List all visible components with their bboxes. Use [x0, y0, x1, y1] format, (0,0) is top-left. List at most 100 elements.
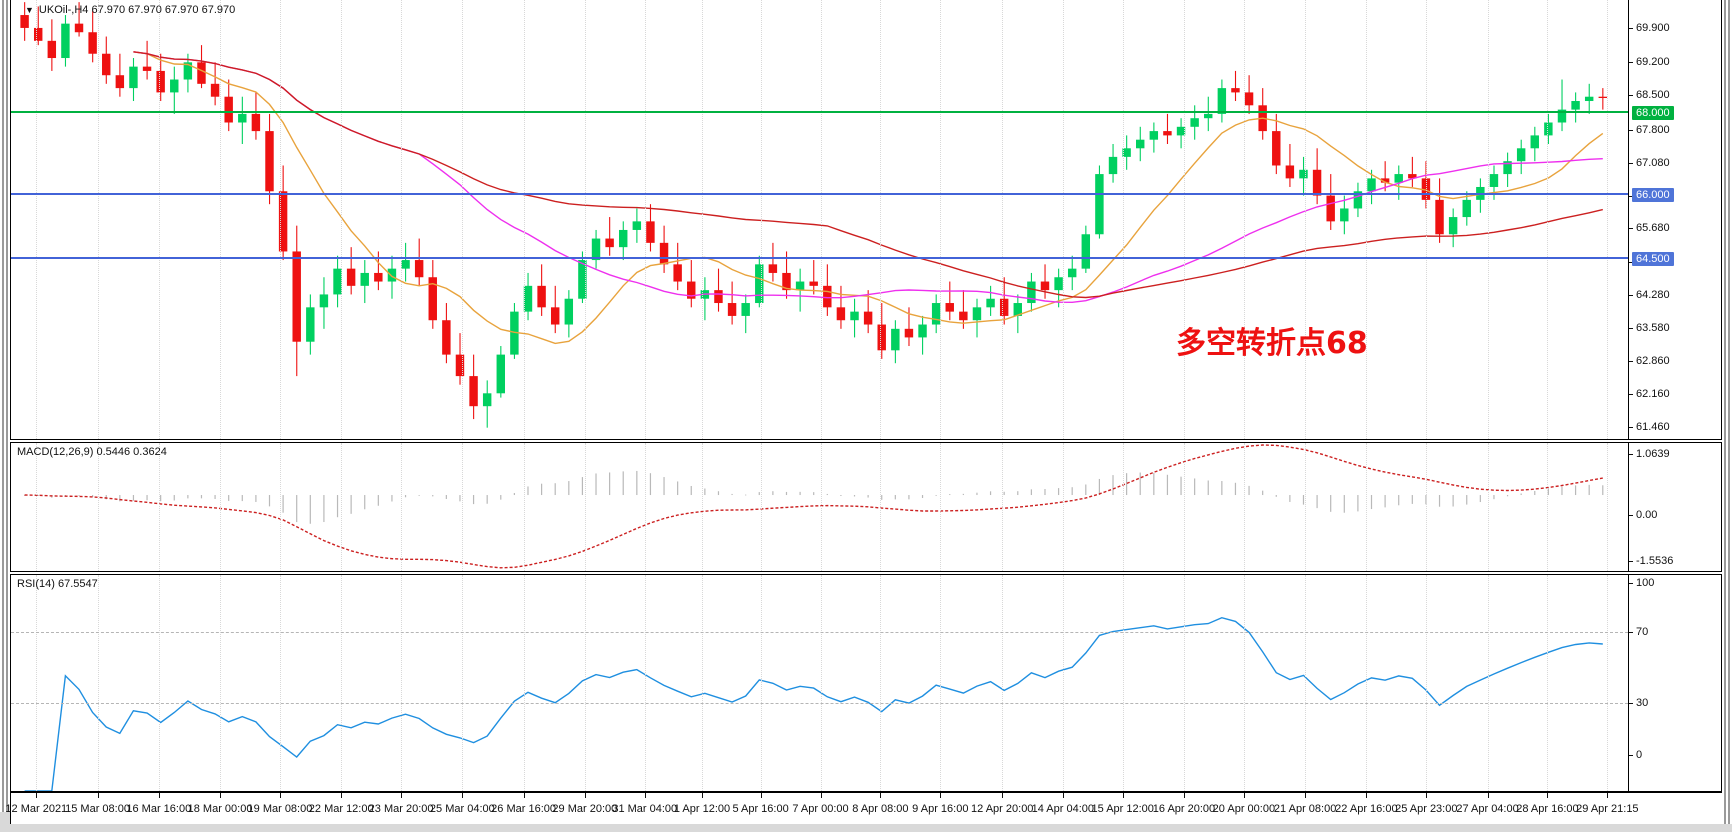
- vertical-gridline: [880, 575, 882, 791]
- vertical-gridline: [462, 575, 464, 791]
- time-tick-label: 20 Apr 00:00: [1212, 803, 1276, 815]
- time-tick-label: 22 Apr 16:00: [1335, 803, 1398, 815]
- rsi-chart-panel[interactable]: RSI(14) 67.5547 100 70 30 0: [10, 574, 1722, 792]
- time-tick-mark: [760, 793, 762, 798]
- rsi-label: RSI(14) 67.5547: [17, 578, 98, 590]
- vertical-gridline: [760, 0, 762, 439]
- macd-plot-area[interactable]: [11, 443, 1628, 571]
- vertical-gridline: [940, 575, 942, 791]
- vertical-gridline: [760, 575, 762, 791]
- axis-tick-label: 69.200: [1629, 57, 1722, 68]
- time-tick-label: 12 Mar 2021: [5, 803, 68, 815]
- time-tick-label: 8 Apr 08:00: [852, 803, 909, 815]
- time-tick-mark: [644, 793, 646, 798]
- axis-tick-label: -1.5536: [1629, 556, 1722, 567]
- vertical-gridline: [1487, 575, 1489, 791]
- vertical-gridline: [1547, 0, 1549, 439]
- time-tick-label: 7 Apr 00:00: [792, 803, 849, 815]
- vertical-gridline: [523, 0, 525, 439]
- support-line-64-5[interactable]: [11, 257, 1628, 259]
- macd-label: MACD(12,26,9) 0.5446 0.3624: [17, 446, 167, 458]
- vertical-gridline: [1002, 443, 1004, 571]
- time-tick-mark: [462, 793, 464, 798]
- vertical-gridline: [1062, 0, 1064, 439]
- axis-tick-label: 100: [1629, 578, 1722, 589]
- vertical-gridline: [1366, 443, 1368, 571]
- time-tick-label: 19 Mar 08:00: [247, 803, 313, 815]
- time-tick-label: 27 Apr 04:00: [1456, 803, 1519, 815]
- vertical-gridline: [1122, 0, 1124, 439]
- time-tick-label: 29 Mar 20:00: [552, 803, 618, 815]
- time-tick-mark: [36, 793, 38, 798]
- time-tick-mark: [1305, 793, 1307, 798]
- vertical-gridline: [1062, 443, 1064, 571]
- vertical-gridline: [158, 443, 160, 571]
- time-tick-mark: [584, 793, 586, 798]
- axis-tick-label: 63.580: [1629, 323, 1722, 334]
- time-tick-label: 25 Mar 04:00: [429, 803, 495, 815]
- vertical-gridline: [702, 443, 703, 571]
- time-tick-mark: [1062, 793, 1064, 798]
- vertical-gridline: [644, 575, 646, 791]
- vertical-gridline: [1243, 443, 1245, 571]
- resistance-line-68[interactable]: [11, 111, 1628, 113]
- vertical-gridline: [341, 0, 343, 439]
- time-tick-mark: [158, 793, 160, 798]
- vertical-gridline: [279, 575, 281, 791]
- vertical-gridline: [1487, 0, 1489, 439]
- time-tick-mark: [523, 793, 525, 798]
- price-chart-panel[interactable]: ▼ UKOil-,H4 67.970 67.970 67.970 67.970 多…: [10, 0, 1722, 440]
- time-tick-label: 25 Apr 23:00: [1395, 803, 1458, 815]
- vertical-gridline: [36, 443, 38, 571]
- left-scroll-gutter[interactable]: [0, 0, 10, 812]
- price-level-label[interactable]: 68.000: [1632, 106, 1674, 120]
- time-tick-label: 5 Apr 16:00: [732, 803, 789, 815]
- right-scroll-gutter[interactable]: [1722, 0, 1732, 832]
- rsi-plot-area[interactable]: [11, 575, 1628, 791]
- vertical-gridline: [1426, 0, 1428, 439]
- collapse-chevron-icon[interactable]: ▼: [25, 5, 34, 15]
- vertical-gridline: [462, 0, 464, 439]
- vertical-gridline: [940, 0, 942, 439]
- vertical-gridline: [1366, 575, 1368, 791]
- axis-tick-label: 62.860: [1629, 356, 1722, 367]
- macd-chart-panel[interactable]: MACD(12,26,9) 0.5446 0.3624 1.0639 0.00 -1…: [10, 442, 1722, 572]
- vertical-gridline: [1305, 443, 1307, 571]
- vertical-gridline: [1122, 443, 1124, 571]
- vertical-gridline: [1183, 443, 1185, 571]
- time-tick-mark: [1183, 793, 1185, 798]
- time-tick-label: 15 Apr 12:00: [1091, 803, 1154, 815]
- vertical-gridline: [341, 575, 343, 791]
- time-tick-mark: [1122, 793, 1124, 798]
- time-tick-mark: [820, 793, 822, 798]
- vertical-gridline: [880, 443, 882, 571]
- vertical-gridline: [820, 575, 822, 791]
- vertical-gridline: [523, 575, 525, 791]
- time-tick-mark: [1243, 793, 1245, 798]
- time-tick-label: 14 Apr 04:00: [1031, 803, 1095, 815]
- rsi-level-30: [11, 703, 1628, 704]
- vertical-gridline: [1607, 443, 1609, 571]
- bottom-strip: [0, 824, 1732, 832]
- axis-tick-label: 69.900: [1629, 23, 1722, 34]
- time-tick-mark: [279, 793, 281, 798]
- vertical-gridline: [1183, 0, 1185, 439]
- time-tick-label: 12 Apr 20:00: [971, 803, 1034, 815]
- rsi-level-70: [11, 632, 1628, 633]
- vertical-gridline: [158, 575, 160, 791]
- time-tick-mark: [341, 793, 343, 798]
- vertical-gridline: [523, 443, 525, 571]
- time-tick-mark: [1547, 793, 1549, 798]
- vertical-gridline: [1305, 575, 1307, 791]
- price-level-label[interactable]: 64.500: [1632, 252, 1674, 266]
- vertical-gridline: [1547, 443, 1549, 571]
- time-axis[interactable]: 12 Mar 2021 15 Mar 08:00 16 Mar 16:00 18 Ma…: [5, 792, 1722, 832]
- vertical-gridline: [1487, 443, 1489, 571]
- vertical-gridline: [1426, 443, 1428, 571]
- vertical-gridline: [1547, 575, 1549, 791]
- support-line-66[interactable]: [11, 193, 1628, 195]
- vertical-gridline: [820, 443, 822, 571]
- time-tick-label: 16 Mar 16:00: [126, 803, 192, 815]
- price-plot-area[interactable]: 多空转折点68: [11, 0, 1628, 439]
- price-level-label[interactable]: 66.000: [1632, 188, 1674, 202]
